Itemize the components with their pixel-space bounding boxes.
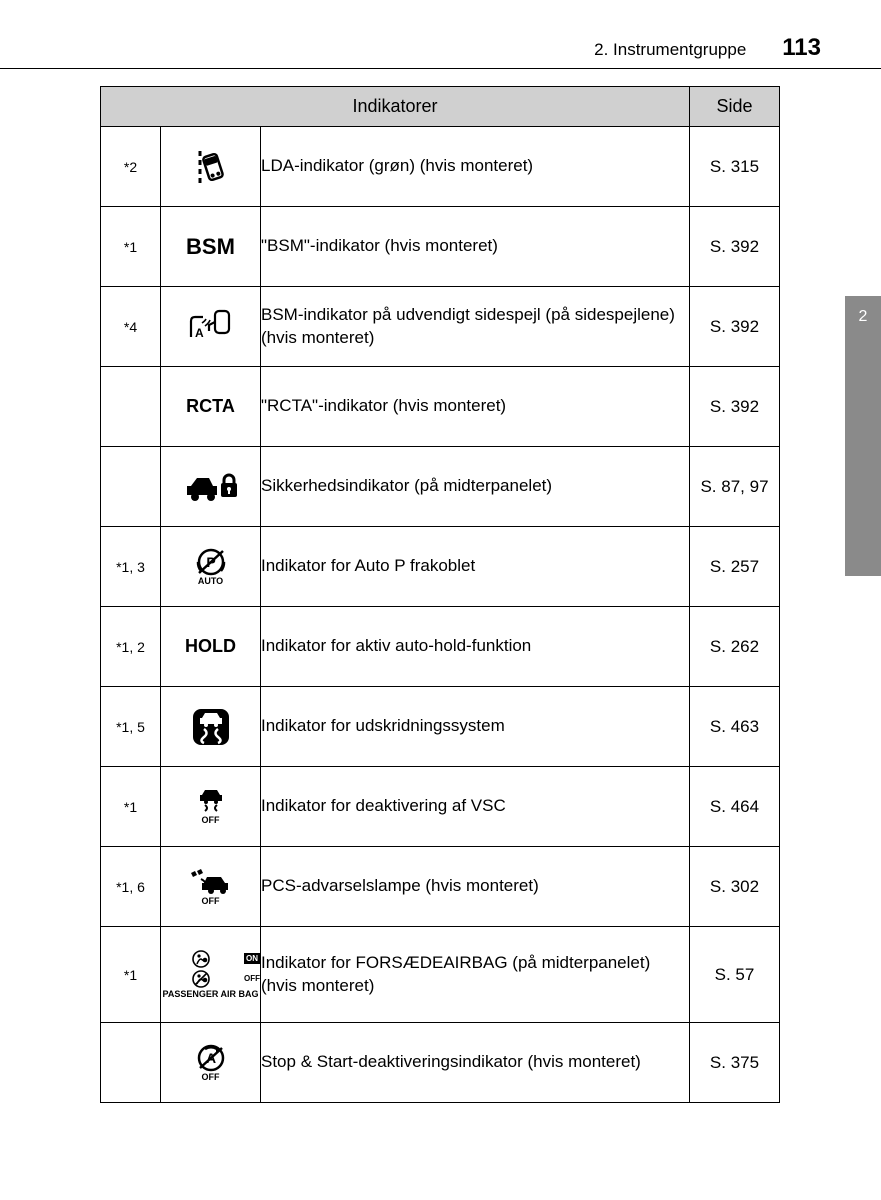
note-cell: *4 bbox=[101, 287, 161, 367]
desc-cell: Indikator for Auto P frakoblet bbox=[261, 527, 690, 607]
desc-cell: PCS-advarselslampe (hvis monteret) bbox=[261, 847, 690, 927]
note-cell: *2 bbox=[101, 127, 161, 207]
page-cell: S. 315 bbox=[690, 127, 780, 207]
indicators-table: Indikatorer Side *2 LDA-indikator (grøn)… bbox=[100, 86, 780, 1103]
page-cell: S. 262 bbox=[690, 607, 780, 687]
table-row: A OFF Stop & Start-deaktiveringsindikato… bbox=[101, 1023, 780, 1103]
page-cell: S. 302 bbox=[690, 847, 780, 927]
page-cell: S. 57 bbox=[690, 927, 780, 1023]
hold-icon: HOLD bbox=[161, 607, 261, 687]
desc-cell: Indikator for FORSÆDEAIRBAG (på midterpa… bbox=[261, 927, 690, 1023]
passenger-airbag-icon: ON OFF PASSENGER AIR BAG bbox=[161, 927, 261, 1023]
note-cell bbox=[101, 1023, 161, 1103]
chapter-tab: 2 Instrumentgruppe bbox=[845, 296, 881, 576]
page-cell: S. 375 bbox=[690, 1023, 780, 1103]
table-header-row: Indikatorer Side bbox=[101, 87, 780, 127]
table-row: *1, 2 HOLD Indikator for aktiv auto-hold… bbox=[101, 607, 780, 687]
note-cell: *1 bbox=[101, 207, 161, 287]
table-row: Sikkerhedsindikator (på midterpanelet) S… bbox=[101, 447, 780, 527]
auto-p-off-icon: P AUTO bbox=[161, 527, 261, 607]
table-row: *1, 6 OFF PCS-advarselslampe (hvis monte… bbox=[101, 847, 780, 927]
desc-cell: BSM-indikator på udvendigt sidespejl (på… bbox=[261, 287, 690, 367]
page-cell: S. 257 bbox=[690, 527, 780, 607]
page-cell: S. 463 bbox=[690, 687, 780, 767]
desc-cell: Indikator for deaktivering af VSC bbox=[261, 767, 690, 847]
svg-text:A: A bbox=[195, 326, 204, 340]
desc-cell: "RCTA"-indikator (hvis monteret) bbox=[261, 367, 690, 447]
table-row: *1, 3 P AUTO Indikator for Auto P frakob… bbox=[101, 527, 780, 607]
pcs-off-icon: OFF bbox=[161, 847, 261, 927]
desc-cell: "BSM"-indikator (hvis monteret) bbox=[261, 207, 690, 287]
table-row: *2 LDA-indikator (grøn) (hvis monteret) … bbox=[101, 127, 780, 207]
page-number: 113 bbox=[782, 34, 821, 62]
note-cell: *1, 3 bbox=[101, 527, 161, 607]
stop-start-off-icon: A OFF bbox=[161, 1023, 261, 1103]
th-page: Side bbox=[690, 87, 780, 127]
chapter-number: 2 bbox=[845, 296, 881, 326]
page-cell: S. 87, 97 bbox=[690, 447, 780, 527]
table-row: *4 A BSM-indikator på udvendigt sidespej… bbox=[101, 287, 780, 367]
table-row: *1, 5 Indikator for udskridningssystem S… bbox=[101, 687, 780, 767]
page-cell: S. 392 bbox=[690, 367, 780, 447]
page-cell: S. 392 bbox=[690, 207, 780, 287]
desc-cell: Indikator for udskridningssystem bbox=[261, 687, 690, 767]
page-cell: S. 392 bbox=[690, 287, 780, 367]
bsm-icon: BSM bbox=[161, 207, 261, 287]
note-cell bbox=[101, 447, 161, 527]
slip-icon bbox=[161, 687, 261, 767]
rcta-icon: RCTA bbox=[161, 367, 261, 447]
note-cell: *1, 6 bbox=[101, 847, 161, 927]
table-row: *1 ON OFF PASSENGER AIR BAG Indikator fo… bbox=[101, 927, 780, 1023]
desc-cell: LDA-indikator (grøn) (hvis monteret) bbox=[261, 127, 690, 207]
lda-icon bbox=[161, 127, 261, 207]
table-row: *1 OFF Indikator for deaktivering af VSC… bbox=[101, 767, 780, 847]
page-header: 2. Instrumentgruppe 113 bbox=[0, 34, 821, 62]
table-row: *1 BSM "BSM"-indikator (hvis monteret) S… bbox=[101, 207, 780, 287]
header-rule bbox=[0, 68, 881, 69]
page-cell: S. 464 bbox=[690, 767, 780, 847]
security-icon bbox=[161, 447, 261, 527]
note-cell: *1 bbox=[101, 927, 161, 1023]
desc-cell: Sikkerhedsindikator (på midterpanelet) bbox=[261, 447, 690, 527]
desc-cell: Indikator for aktiv auto-hold-funktion bbox=[261, 607, 690, 687]
note-cell: *1 bbox=[101, 767, 161, 847]
th-indicators: Indikatorer bbox=[101, 87, 690, 127]
section-label: 2. Instrumentgruppe bbox=[594, 40, 746, 60]
vsc-off-icon: OFF bbox=[161, 767, 261, 847]
note-cell bbox=[101, 367, 161, 447]
bsm-mirror-icon: A bbox=[161, 287, 261, 367]
note-cell: *1, 5 bbox=[101, 687, 161, 767]
desc-cell: Stop & Start-deaktiveringsindikator (hvi… bbox=[261, 1023, 690, 1103]
note-cell: *1, 2 bbox=[101, 607, 161, 687]
table-row: RCTA "RCTA"-indikator (hvis monteret) S.… bbox=[101, 367, 780, 447]
